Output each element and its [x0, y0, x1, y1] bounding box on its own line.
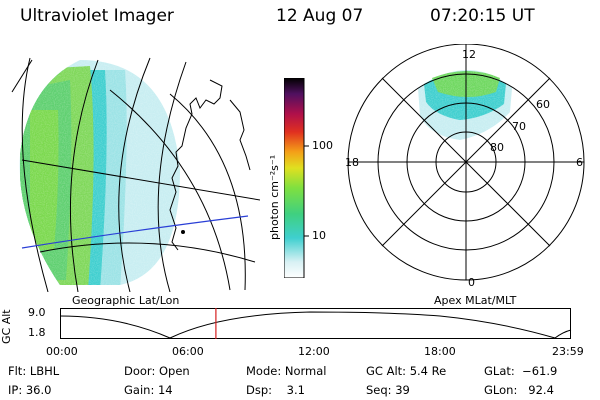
time-label: 07:20:15 UT: [430, 6, 535, 26]
geographic-map: [11, 57, 260, 292]
mlt-label-12: 12: [462, 48, 476, 61]
footer-ip: IP: 36.0: [8, 383, 52, 397]
longitude-line: [118, 57, 151, 292]
longitude-line: [21, 57, 49, 292]
mlt-label-18: 18: [345, 156, 359, 169]
date-label: 12 Aug 07: [276, 6, 364, 26]
mlat-label-60: 60: [536, 98, 550, 111]
colorbar-unit-label: photon cm⁻²s⁻¹: [268, 154, 281, 240]
mlt-label-0: 0: [468, 276, 475, 289]
latitude-arc: [109, 89, 231, 291]
footer-glon: GLon: 92.4: [484, 383, 554, 397]
footer-glat: GLat: −61.9: [484, 364, 558, 378]
altitude-curve: [60, 311, 572, 339]
colorbar: [284, 78, 309, 278]
timeline-ytick-bottom: 1.8: [28, 326, 46, 339]
altitude-timeline: [60, 308, 572, 339]
timeline-ytick-top: 9.0: [28, 306, 46, 319]
timeline-ylabel: GC Alt: [0, 309, 13, 344]
footer-gc-alt: GC Alt: 5.4 Re: [366, 364, 447, 378]
timeline-xlabel-3: 18:00: [424, 345, 456, 358]
mlt-label-6: 6: [576, 156, 583, 169]
satellite-position-marker: [181, 230, 185, 234]
colorbar-tick-100: 100: [312, 139, 333, 152]
footer-filter: Flt: LBHL: [8, 364, 60, 378]
coastline: [169, 79, 223, 251]
timeline-xlabel-1: 06:00: [172, 345, 204, 358]
graticule-tick: [11, 59, 33, 93]
left-panel-caption: Geographic Lat/Lon: [72, 294, 180, 307]
footer-dsp: Dsp: 3.1: [246, 383, 305, 397]
latitude-line: [21, 159, 260, 201]
timeline-xlabel-4: 23:59: [552, 345, 584, 358]
polar-plot: [347, 44, 585, 281]
longitude-line: [70, 59, 99, 292]
satellite-footprint-track: [21, 215, 249, 249]
footer-seq: Seq: 39: [366, 383, 410, 397]
timeline-xlabel-2: 12:00: [298, 345, 330, 358]
app-title: Ultraviolet Imager: [20, 6, 174, 26]
coastline: [229, 99, 251, 171]
timeline-xlabel-0: 00:00: [46, 345, 78, 358]
footer-mode: Mode: Normal: [246, 364, 327, 378]
mlat-label-70: 70: [512, 120, 526, 133]
latitude-arc: [169, 93, 246, 291]
footer-door: Door: Open: [124, 364, 190, 378]
latitude-line: [39, 242, 256, 263]
right-panel-caption: Apex MLat/MLT: [434, 294, 517, 307]
footer-gain: Gain: 14: [124, 383, 173, 397]
mlat-label-80: 80: [490, 141, 504, 154]
colorbar-tick-10: 10: [312, 229, 326, 242]
